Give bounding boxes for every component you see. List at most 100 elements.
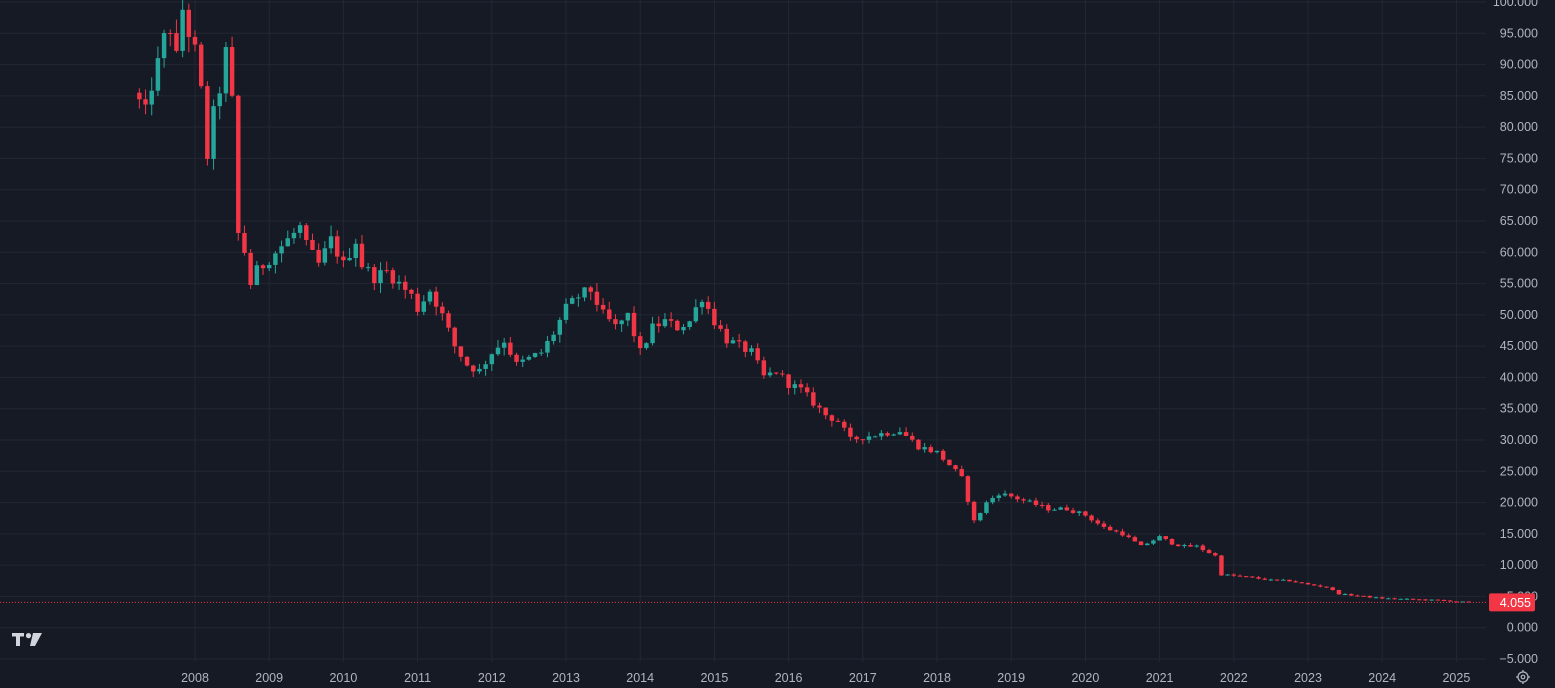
candle-body[interactable] xyxy=(712,308,717,326)
candle-body[interactable] xyxy=(1095,520,1100,524)
candle-body[interactable] xyxy=(1454,601,1459,603)
candle-body[interactable] xyxy=(359,243,365,268)
candle-body[interactable] xyxy=(174,33,179,51)
candle-body[interactable] xyxy=(440,306,445,314)
candle-body[interactable] xyxy=(229,47,235,96)
candle-body[interactable] xyxy=(1206,550,1212,554)
candle-body[interactable] xyxy=(854,436,859,440)
candle-body[interactable] xyxy=(341,256,346,261)
candle-body[interactable] xyxy=(637,336,643,349)
candle-body[interactable] xyxy=(322,248,328,263)
candle-body[interactable] xyxy=(971,501,977,521)
candle-body[interactable] xyxy=(928,447,934,453)
candle-body[interactable] xyxy=(446,313,451,328)
candle-body[interactable] xyxy=(149,90,154,105)
candle-body[interactable] xyxy=(1114,530,1119,532)
time-axis[interactable]: 2008 2009 2010 2011 2012 2013 2014 2015 2016 2017… xyxy=(181,671,1470,685)
candle-body[interactable] xyxy=(1052,509,1057,511)
candle-body[interactable] xyxy=(291,232,297,239)
candle-body[interactable] xyxy=(792,384,798,388)
candle-body[interactable] xyxy=(1250,576,1255,578)
candle-body[interactable] xyxy=(1169,539,1175,545)
candle-body[interactable] xyxy=(687,321,692,328)
candle-body[interactable] xyxy=(347,257,352,261)
candle-body[interactable] xyxy=(1076,511,1082,513)
candle-body[interactable] xyxy=(1064,507,1070,511)
candle-body[interactable] xyxy=(1361,595,1366,597)
candle-body[interactable] xyxy=(910,435,915,440)
candle-body[interactable] xyxy=(495,347,501,355)
candle-body[interactable] xyxy=(353,243,358,258)
candle-body[interactable] xyxy=(588,287,593,292)
candle-body[interactable] xyxy=(625,312,631,321)
candle-body[interactable] xyxy=(1336,589,1342,595)
candle-body[interactable] xyxy=(390,270,396,284)
candle-body[interactable] xyxy=(761,360,767,376)
candle-body[interactable] xyxy=(1107,526,1113,531)
candle-body[interactable] xyxy=(137,92,142,100)
candle-body[interactable] xyxy=(297,225,303,233)
candle-body[interactable] xyxy=(1157,536,1162,541)
candle-body[interactable] xyxy=(273,253,278,265)
candle-body[interactable] xyxy=(551,334,556,342)
candle-body[interactable] xyxy=(699,301,705,308)
candle-body[interactable] xyxy=(817,405,822,408)
candle-body[interactable] xyxy=(520,359,525,362)
candle-body[interactable] xyxy=(471,365,476,372)
candle-body[interactable] xyxy=(811,392,816,406)
candle-body[interactable] xyxy=(1070,510,1076,513)
candle-body[interactable] xyxy=(1392,598,1397,600)
settings-gear-icon[interactable] xyxy=(1516,670,1530,684)
candle-body[interactable] xyxy=(743,341,748,352)
candle-body[interactable] xyxy=(1410,598,1416,600)
candle-body[interactable] xyxy=(1305,582,1311,585)
candle-body[interactable] xyxy=(1182,545,1187,547)
candle-body[interactable] xyxy=(427,291,433,302)
candle-body[interactable] xyxy=(1188,545,1193,547)
candle-body[interactable] xyxy=(217,93,222,107)
candle-body[interactable] xyxy=(607,309,612,320)
candle-body[interactable] xyxy=(143,99,148,105)
candle-body[interactable] xyxy=(186,9,192,37)
candle-body[interactable] xyxy=(1089,515,1094,521)
candle-body[interactable] xyxy=(563,303,569,320)
candle-body[interactable] xyxy=(409,289,414,294)
candle-body[interactable] xyxy=(644,343,649,349)
candle-body[interactable] xyxy=(1287,579,1292,582)
candle-body[interactable] xyxy=(879,433,884,437)
candle-body[interactable] xyxy=(1219,555,1224,576)
candle-body[interactable] xyxy=(829,415,835,421)
candle-body[interactable] xyxy=(1132,537,1138,542)
candle-body[interactable] xyxy=(1175,544,1181,547)
tradingview-logo-icon[interactable] xyxy=(12,633,42,646)
candle-body[interactable] xyxy=(304,225,309,240)
candle-body[interactable] xyxy=(1083,511,1088,516)
candle-body[interactable] xyxy=(266,264,272,269)
candle-body[interactable] xyxy=(211,106,216,159)
candle-body[interactable] xyxy=(1447,600,1453,602)
candle-body[interactable] xyxy=(415,293,420,312)
candle-body[interactable] xyxy=(316,249,321,263)
candle-body[interactable] xyxy=(396,281,402,284)
candle-body[interactable] xyxy=(940,450,946,460)
candle-body[interactable] xyxy=(681,327,686,331)
candle-body[interactable] xyxy=(1151,540,1156,544)
price-axis[interactable]: 100.000 95.000 90.000 85.000 80.000 75.000 70.… xyxy=(1493,0,1538,666)
candle-body[interactable] xyxy=(978,512,983,521)
candle-body[interactable] xyxy=(990,497,995,503)
candle-body[interactable] xyxy=(730,340,736,344)
candle-body[interactable] xyxy=(903,432,909,436)
candle-body[interactable] xyxy=(1293,581,1298,583)
candle-body[interactable] xyxy=(1274,579,1280,581)
candle-body[interactable] xyxy=(1367,595,1373,598)
candle-body[interactable] xyxy=(452,327,457,347)
candle-body[interactable] xyxy=(1256,577,1261,579)
candle-body[interactable] xyxy=(860,439,866,441)
candlestick-series[interactable] xyxy=(137,0,1471,603)
candle-body[interactable] xyxy=(576,297,581,299)
candle-body[interactable] xyxy=(1163,536,1169,540)
candle-body[interactable] xyxy=(248,252,253,285)
candle-body[interactable] xyxy=(1243,576,1249,578)
candle-body[interactable] xyxy=(1039,504,1045,506)
